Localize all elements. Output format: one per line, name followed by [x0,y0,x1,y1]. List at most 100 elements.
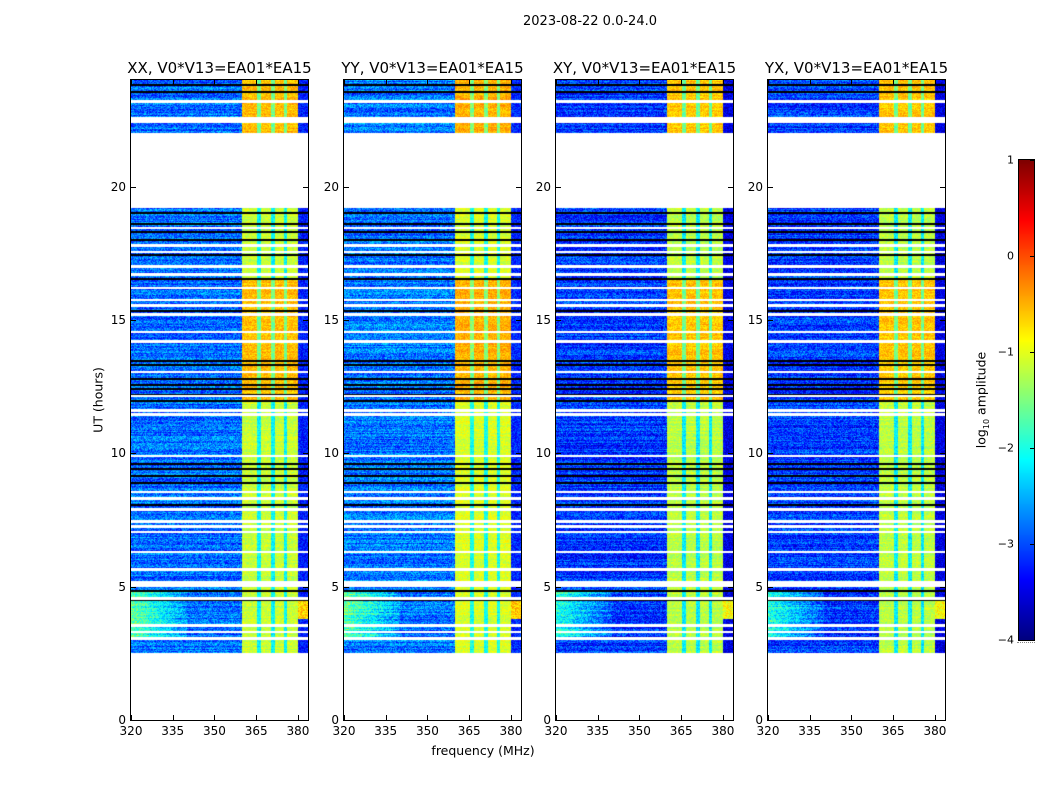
y-tick [344,453,349,455]
x-tick [256,80,258,85]
y-tick-label: 20 [110,179,126,194]
y-tick [131,720,136,721]
x-tick [681,715,683,720]
x-tick [385,80,387,85]
x-tick [256,715,258,720]
y-tick [516,186,521,188]
x-tick [934,715,936,720]
x-tick-label: 365 [244,724,268,738]
y-tick [131,320,136,321]
x-tick-label: 335 [161,724,185,738]
y-tick [303,453,308,455]
figure-title: 2023-08-22 0.0-24.0 [523,14,657,29]
y-tick [516,720,521,721]
y-tick-label: 0 [118,713,126,727]
x-tick-label: 335 [586,724,610,738]
x-tick [427,715,429,720]
y-tick [516,320,521,321]
y-tick-label: 5 [331,579,339,594]
panel-title: XX, V0*V13=EA01*EA15 [127,59,312,77]
panel-title: YX, V0*V13=EA01*EA15 [764,59,949,77]
x-tick [469,715,471,720]
x-tick [131,80,132,85]
y-tick-label: 0 [755,713,763,727]
colorbar-gradient [1019,160,1034,640]
waterfall-heatmap [131,80,308,720]
y-tick [940,720,945,721]
waterfall-heatmap [768,80,945,720]
axes-frame [767,79,946,721]
x-tick [510,80,512,85]
x-tick [297,715,299,720]
x-tick-label: 365 [881,724,905,738]
y-tick [728,320,733,321]
x-tick-label: 365 [457,724,481,738]
y-tick [768,453,773,455]
colorbar-tick-label: 1 [1007,153,1014,167]
x-tick-label: 335 [374,724,398,738]
x-tick-label: 320 [119,724,143,738]
x-tick [214,715,216,720]
y-tick-label: 5 [543,579,551,594]
panel-title: XY, V0*V13=EA01*EA15 [552,59,737,77]
x-tick [851,715,853,720]
y-tick [556,186,561,188]
x-tick [768,715,769,720]
colorbar-extend-marker [1017,642,1035,643]
x-tick [809,80,811,85]
y-tick [940,320,945,321]
x-tick [768,80,769,85]
x-tick-label: 380 [923,724,947,738]
x-axis-label: frequency (MHz) [431,743,535,758]
y-tick [556,720,561,721]
colorbar-label-sub: 10 [981,418,991,430]
x-tick [893,80,895,85]
x-tick [556,715,557,720]
y-tick-label: 10 [110,446,126,461]
y-tick [728,186,733,188]
y-tick [768,586,773,588]
y-tick-label: 20 [535,179,551,194]
y-tick [768,320,773,321]
colorbar-tick-label: 0 [1007,249,1014,263]
x-tick [344,715,345,720]
colorbar-label-suffix: amplitude [973,351,989,419]
colorbar-tick [1030,352,1034,353]
colorbar-label-prefix: log [973,429,989,449]
x-tick [722,80,724,85]
y-tick-label: 15 [535,313,551,327]
colorbar-tick [1030,160,1034,161]
waterfall-heatmap [344,80,521,720]
x-tick [385,715,387,720]
y-tick-label: 10 [747,446,763,461]
y-tick [303,586,308,588]
x-tick [344,80,345,85]
y-tick-label: 20 [323,179,339,194]
axes-frame [130,79,309,721]
x-tick [556,80,557,85]
y-tick [303,186,308,188]
x-tick [469,80,471,85]
x-tick-label: 380 [286,724,310,738]
x-tick-label: 335 [798,724,822,738]
x-tick-label: 350 [203,724,226,738]
y-tick-label: 5 [755,579,763,594]
x-tick [851,80,853,85]
colorbar-tick-label: −1 [997,345,1014,359]
y-tick-label: 0 [543,713,551,727]
y-tick [556,320,561,321]
y-tick-label: 10 [323,446,339,461]
colorbar-tick-label: −4 [997,633,1014,647]
x-tick [722,715,724,720]
x-tick [427,80,429,85]
x-tick [510,715,512,720]
y-tick [131,186,136,188]
x-tick-label: 380 [711,724,735,738]
x-tick [172,80,174,85]
x-tick [597,715,599,720]
y-tick-label: 5 [118,579,126,594]
y-tick [940,453,945,455]
x-tick-label: 350 [840,724,863,738]
x-tick [297,80,299,85]
y-tick [728,720,733,721]
